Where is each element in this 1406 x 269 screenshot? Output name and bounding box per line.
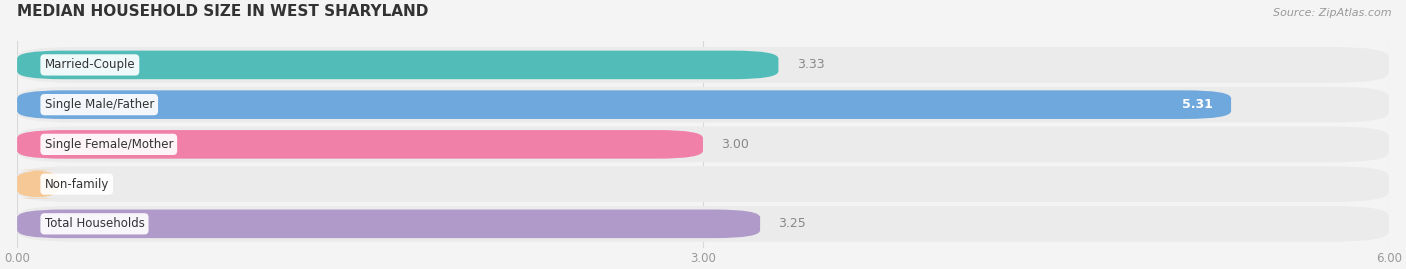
FancyBboxPatch shape — [17, 51, 779, 79]
Text: 3.00: 3.00 — [721, 138, 749, 151]
Text: Non-family: Non-family — [45, 178, 108, 191]
Text: 5.31: 5.31 — [1182, 98, 1213, 111]
Text: 0.00: 0.00 — [76, 178, 104, 191]
Text: MEDIAN HOUSEHOLD SIZE IN WEST SHARYLAND: MEDIAN HOUSEHOLD SIZE IN WEST SHARYLAND — [17, 4, 429, 19]
FancyBboxPatch shape — [13, 170, 63, 199]
FancyBboxPatch shape — [17, 130, 703, 159]
FancyBboxPatch shape — [17, 87, 1389, 122]
FancyBboxPatch shape — [17, 206, 1389, 242]
Text: 3.33: 3.33 — [797, 58, 824, 71]
Text: 3.25: 3.25 — [779, 217, 806, 230]
FancyBboxPatch shape — [17, 47, 1389, 83]
FancyBboxPatch shape — [17, 126, 1389, 162]
Text: Source: ZipAtlas.com: Source: ZipAtlas.com — [1274, 8, 1392, 18]
Text: Married-Couple: Married-Couple — [45, 58, 135, 71]
Text: Single Female/Mother: Single Female/Mother — [45, 138, 173, 151]
FancyBboxPatch shape — [17, 90, 1232, 119]
Text: Total Households: Total Households — [45, 217, 145, 230]
FancyBboxPatch shape — [17, 166, 1389, 202]
FancyBboxPatch shape — [17, 210, 761, 238]
Text: Single Male/Father: Single Male/Father — [45, 98, 153, 111]
